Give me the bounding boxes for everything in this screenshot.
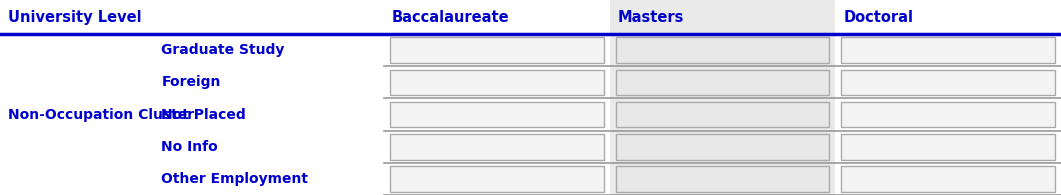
Bar	[384, 66, 610, 98]
Bar	[835, 66, 1061, 98]
Bar	[384, 0, 610, 34]
Text: Masters: Masters	[618, 10, 684, 25]
FancyBboxPatch shape	[841, 70, 1055, 95]
Text: Other Employment: Other Employment	[161, 172, 309, 186]
Bar	[384, 163, 610, 195]
Bar	[835, 131, 1061, 163]
FancyBboxPatch shape	[390, 70, 604, 95]
FancyBboxPatch shape	[615, 134, 830, 160]
FancyBboxPatch shape	[615, 70, 830, 95]
Text: Doctoral: Doctoral	[843, 10, 914, 25]
FancyBboxPatch shape	[390, 102, 604, 128]
Text: Not Placed: Not Placed	[161, 108, 246, 121]
Bar	[384, 34, 610, 66]
FancyBboxPatch shape	[841, 102, 1055, 128]
Bar	[0, 0, 384, 195]
FancyBboxPatch shape	[615, 37, 830, 63]
Bar	[610, 0, 835, 195]
Bar	[835, 163, 1061, 195]
FancyBboxPatch shape	[841, 134, 1055, 160]
Bar	[384, 98, 610, 131]
FancyBboxPatch shape	[615, 166, 830, 192]
FancyBboxPatch shape	[841, 37, 1055, 63]
FancyBboxPatch shape	[841, 166, 1055, 192]
Bar	[384, 131, 610, 163]
Text: Non-Occupation Cluster: Non-Occupation Cluster	[8, 108, 194, 121]
Text: University Level: University Level	[8, 10, 141, 25]
Text: Graduate Study: Graduate Study	[161, 43, 284, 57]
FancyBboxPatch shape	[390, 166, 604, 192]
FancyBboxPatch shape	[390, 37, 604, 63]
FancyBboxPatch shape	[615, 102, 830, 128]
Text: Foreign: Foreign	[161, 75, 221, 89]
Bar	[835, 98, 1061, 131]
Text: Baccalaureate: Baccalaureate	[393, 10, 509, 25]
Bar	[835, 0, 1061, 34]
Bar	[835, 34, 1061, 66]
FancyBboxPatch shape	[390, 134, 604, 160]
Text: No Info: No Info	[161, 140, 219, 154]
